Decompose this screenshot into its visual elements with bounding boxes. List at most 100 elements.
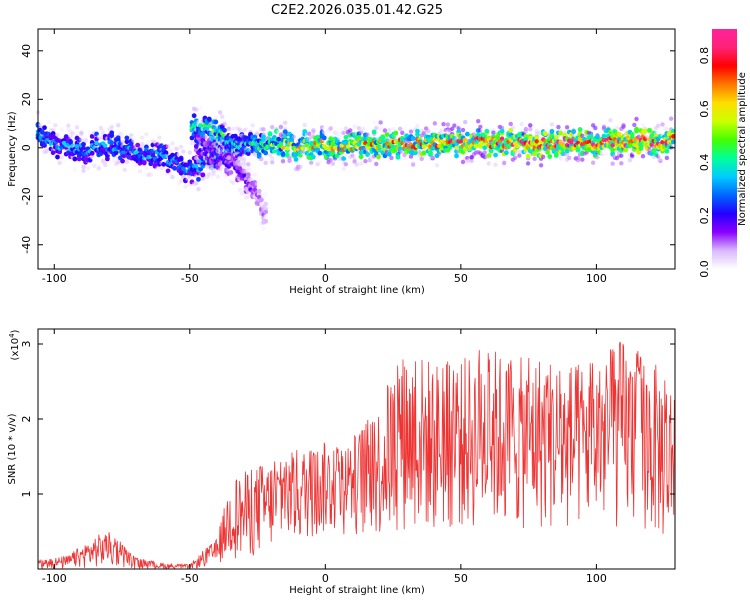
heatmap-cell bbox=[254, 131, 260, 136]
snr-multiplier-label: (x104) bbox=[8, 329, 21, 360]
heatmap-cell bbox=[263, 218, 269, 224]
heatmap-cell bbox=[441, 121, 446, 127]
heatmap-cell bbox=[582, 123, 587, 129]
heatmap-cell bbox=[237, 127, 242, 132]
heatmap-cell bbox=[378, 120, 383, 125]
heatmap-cell bbox=[328, 136, 334, 142]
heatmap-cell bbox=[499, 136, 505, 141]
heatmap-cell bbox=[469, 158, 474, 164]
heatmap-cell bbox=[183, 184, 188, 189]
heatmap-cell bbox=[168, 148, 173, 153]
spectrogram-y-tick-label: -40 bbox=[20, 236, 33, 254]
heatmap-cell bbox=[517, 149, 522, 154]
heatmap-cell bbox=[276, 129, 281, 134]
heatmap-cell bbox=[98, 135, 104, 141]
heatmap-cell bbox=[241, 173, 247, 178]
heatmap-cell bbox=[358, 161, 364, 166]
heatmap-cell bbox=[454, 153, 459, 159]
heatmap-cell bbox=[213, 119, 219, 125]
heatmap-cell bbox=[66, 123, 71, 128]
heatmap-cell bbox=[293, 152, 299, 158]
heatmap-cell bbox=[343, 134, 349, 140]
heatmap-cell bbox=[358, 130, 364, 135]
heatmap-cell bbox=[486, 153, 492, 158]
colorbar-tick-label: 0.0 bbox=[698, 260, 711, 278]
heatmap-cell bbox=[412, 150, 418, 156]
heatmap-cell bbox=[350, 153, 355, 158]
heatmap-cell bbox=[241, 161, 247, 166]
heatmap-cell bbox=[610, 143, 615, 148]
heatmap-cell bbox=[547, 154, 553, 159]
heatmap-cell bbox=[139, 135, 145, 140]
heatmap-cell bbox=[484, 128, 490, 134]
heatmap-cell bbox=[664, 148, 670, 154]
heatmap-cell bbox=[397, 126, 403, 131]
snr-y-tick-label: 2 bbox=[20, 416, 33, 423]
heatmap-cell bbox=[640, 154, 646, 159]
heatmap-cell bbox=[209, 164, 214, 170]
heatmap-cell bbox=[532, 156, 537, 162]
heatmap-cell bbox=[315, 154, 320, 159]
heatmap-cell bbox=[503, 150, 509, 156]
heatmap-cell bbox=[545, 126, 550, 132]
heatmap-cell bbox=[421, 130, 427, 136]
heatmap-cell bbox=[564, 152, 570, 157]
heatmap-cell bbox=[374, 125, 379, 131]
heatmap-cell bbox=[263, 214, 268, 220]
heatmap-cell bbox=[415, 123, 420, 128]
heatmap-cell bbox=[245, 151, 251, 156]
heatmap-cell bbox=[376, 154, 381, 160]
heatmap-cell bbox=[215, 174, 221, 179]
heatmap-cell bbox=[135, 142, 141, 148]
heatmap-cell bbox=[55, 154, 60, 160]
heatmap-cell bbox=[196, 176, 201, 182]
heatmap-cell bbox=[103, 143, 108, 148]
heatmap-cell bbox=[538, 163, 544, 168]
heatmap-cell bbox=[445, 122, 451, 127]
heatmap-cell bbox=[610, 161, 615, 166]
heatmap-cell bbox=[363, 158, 368, 164]
heatmap-cell bbox=[341, 166, 346, 172]
heatmap-cell bbox=[634, 126, 639, 132]
heatmap-cell bbox=[200, 176, 206, 182]
heatmap-cell bbox=[187, 150, 192, 155]
heatmap-cell bbox=[634, 116, 639, 122]
heatmap-cell bbox=[499, 128, 505, 134]
heatmap-cell bbox=[194, 164, 199, 169]
heatmap-cell bbox=[322, 126, 327, 132]
heatmap-cell bbox=[664, 155, 670, 161]
heatmap-cell bbox=[421, 144, 427, 149]
heatmap-cell bbox=[523, 137, 529, 142]
heatmap-cell bbox=[632, 122, 637, 128]
heatmap-cell bbox=[124, 135, 130, 141]
heatmap-cell bbox=[393, 130, 399, 136]
heatmap-cell bbox=[174, 146, 179, 152]
heatmap-cell bbox=[410, 162, 416, 168]
heatmap-cell bbox=[608, 118, 613, 123]
heatmap-cell bbox=[128, 141, 134, 146]
heatmap-cell bbox=[72, 156, 78, 162]
heatmap-cell bbox=[278, 142, 284, 147]
heatmap-cell bbox=[261, 226, 266, 231]
heatmap-cell bbox=[632, 150, 637, 156]
heatmap-cell bbox=[627, 158, 633, 163]
heatmap-cell bbox=[460, 132, 466, 137]
heatmap-cell bbox=[380, 138, 386, 144]
colorbar-ticks: 0.0 0.2 0.4 0.6 0.8 bbox=[698, 47, 711, 278]
heatmap-cell bbox=[211, 171, 216, 177]
heatmap-cell bbox=[178, 144, 184, 150]
heatmap-cell bbox=[148, 161, 154, 167]
heatmap-cell bbox=[491, 130, 496, 135]
heatmap-cell bbox=[352, 159, 357, 164]
heatmap-cell bbox=[61, 158, 67, 164]
heatmap-cell bbox=[178, 156, 184, 162]
snr-x-axis-label: Height of straight line (km) bbox=[289, 585, 425, 596]
heatmap-cell bbox=[378, 126, 383, 132]
heatmap-cell bbox=[96, 166, 101, 171]
heatmap-cell bbox=[664, 126, 670, 132]
heatmap-cell bbox=[476, 118, 481, 124]
heatmap-cell bbox=[452, 123, 457, 128]
heatmap-cell bbox=[341, 130, 346, 135]
heatmap-cell bbox=[85, 134, 91, 139]
